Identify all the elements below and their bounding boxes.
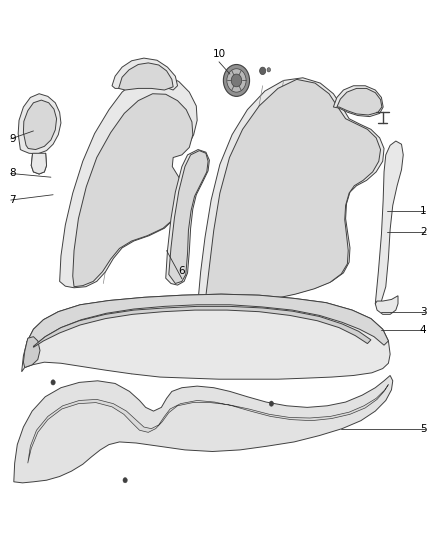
Polygon shape <box>23 100 57 150</box>
Polygon shape <box>73 94 193 287</box>
Circle shape <box>231 74 242 87</box>
Polygon shape <box>166 150 209 285</box>
Text: 10: 10 <box>212 49 226 59</box>
Polygon shape <box>23 337 40 368</box>
Polygon shape <box>333 86 383 117</box>
Text: 2: 2 <box>420 227 427 237</box>
Polygon shape <box>60 74 197 288</box>
Polygon shape <box>119 63 173 90</box>
Polygon shape <box>112 58 177 90</box>
Polygon shape <box>33 306 371 348</box>
Text: 7: 7 <box>9 195 16 205</box>
Polygon shape <box>169 151 208 284</box>
Polygon shape <box>14 375 393 483</box>
Circle shape <box>267 68 271 72</box>
Polygon shape <box>206 79 381 305</box>
Text: 6: 6 <box>179 266 185 276</box>
Circle shape <box>123 478 127 483</box>
Text: 8: 8 <box>9 168 16 179</box>
Circle shape <box>227 69 246 92</box>
Polygon shape <box>337 88 382 115</box>
Circle shape <box>269 401 274 406</box>
Polygon shape <box>31 154 46 174</box>
Text: 4: 4 <box>420 325 427 335</box>
Text: 9: 9 <box>9 134 16 144</box>
Text: 5: 5 <box>420 424 427 434</box>
Circle shape <box>223 64 250 96</box>
Text: 1: 1 <box>420 206 427 216</box>
Polygon shape <box>375 141 403 306</box>
Polygon shape <box>18 94 61 154</box>
Polygon shape <box>27 294 389 346</box>
Polygon shape <box>375 296 398 314</box>
Polygon shape <box>198 78 384 305</box>
Polygon shape <box>28 384 389 463</box>
Circle shape <box>260 67 266 75</box>
Text: 3: 3 <box>420 306 427 317</box>
Circle shape <box>51 379 55 385</box>
Polygon shape <box>21 294 390 379</box>
